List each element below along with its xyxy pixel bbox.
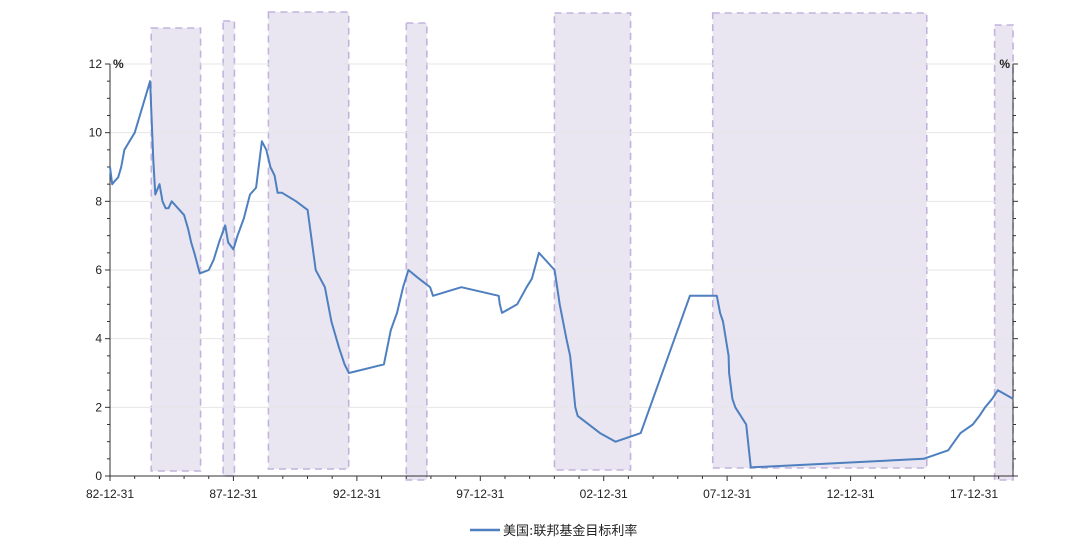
x-tick-label: 02-12-31 (580, 487, 628, 501)
x-tick-label: 97-12-31 (456, 487, 504, 501)
x-tick-label: 07-12-31 (703, 487, 751, 501)
shaded-period (993, 24, 1014, 481)
y-tick-label: 2 (95, 400, 102, 414)
shaded-period (553, 12, 632, 471)
legend-label: 美国:联邦基金目标利率 (503, 523, 637, 539)
legend[interactable]: 美国:联邦基金目标利率 (470, 523, 637, 539)
y-tick-label: 0 (95, 469, 102, 483)
left-axis-unit: % (113, 57, 124, 71)
x-axis-ticks: 82-12-31 87-12-31 92-12-31 97-12-31 02-12-31… (86, 476, 1000, 501)
y-tick-label: 8 (95, 194, 102, 208)
x-tick-label: 92-12-31 (333, 487, 381, 501)
shaded-period (267, 11, 350, 470)
y-tick-label: 10 (89, 126, 103, 140)
shaded-period (711, 12, 928, 469)
shaded-period (405, 22, 428, 481)
right-axis-unit: % (999, 57, 1010, 71)
y-tick-label: 6 (95, 263, 102, 277)
series-line (109, 80, 1014, 469)
series-lines (109, 80, 1014, 469)
y-tick-label: 12 (89, 57, 103, 71)
horizontal-gridlines (110, 63, 1013, 408)
y-tick-label: 4 (95, 332, 102, 346)
y-axis-ticks: 0 2 4 6 8 10 12 (89, 57, 1018, 483)
x-tick-label: 17-12-31 (950, 487, 998, 501)
shaded-periods (150, 11, 1014, 481)
x-tick-label: 12-12-31 (827, 487, 875, 501)
x-tick-label: 82-12-31 (86, 487, 134, 501)
x-tick-label: 87-12-31 (209, 487, 257, 501)
